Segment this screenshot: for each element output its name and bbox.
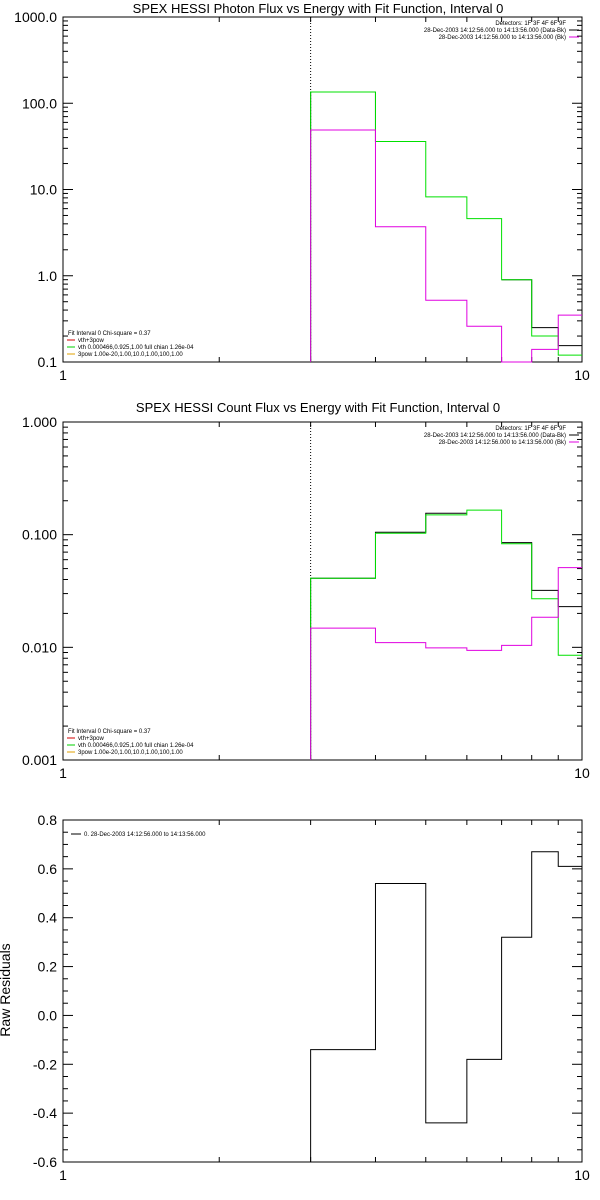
- y-tick-label: -0.6: [33, 1154, 57, 1170]
- fit-legend-entry: vth+3pow: [78, 736, 105, 742]
- y-tick-label: 0.6: [38, 861, 58, 877]
- y-tick-label: 10.0: [30, 182, 57, 198]
- fit-legend-entry: 3pow 1.00e-20,1.00,10.0,1.00,100,1.00: [78, 750, 183, 756]
- plot-frame: [62, 16, 583, 363]
- x-tick-label: 1: [59, 1167, 67, 1183]
- y-tick-label: 1.0: [38, 268, 58, 284]
- y-tick-label: 0.4: [38, 910, 58, 926]
- series-line: [310, 567, 582, 760]
- count-flux-panel: SPEX HESSI Count Flux vs Energy with Fit…: [22, 400, 590, 781]
- photon-flux-title: SPEX HESSI Photon Flux vs Energy with Fi…: [133, 1, 504, 16]
- series-line: [310, 851, 582, 1162]
- x-tick-label: 10: [574, 367, 590, 383]
- y-tick-label: 0.0: [38, 1007, 58, 1023]
- fit-legend-entry: Fit Interval 0 Chi-square = 0.37: [68, 729, 151, 735]
- y-tick-label: 0.1: [38, 354, 58, 370]
- header-line: 28-Dec-2003 14:12:56.000 to 14:13:56.000…: [439, 440, 566, 446]
- y-tick-label: 100.0: [22, 95, 57, 111]
- fit-legend-entry: vth 0.000466,0.925,1.00 full chian 1.26e…: [78, 345, 194, 351]
- y-tick-label: 0.2: [38, 959, 58, 975]
- x-tick-label: 1: [59, 367, 67, 383]
- y-tick-label: 0.8: [38, 812, 58, 828]
- residuals-ylabel: Raw Residuals: [0, 943, 13, 1036]
- header-line: Detectors: 1F 3F 4F 6F 9F: [495, 426, 566, 432]
- x-tick-label: 1: [59, 765, 67, 781]
- series-line: [310, 91, 582, 362]
- legend-entry: 0. 28-Dec-2003 14:12:56.000 to 14:13:56.…: [84, 832, 206, 838]
- y-tick-label: 0.001: [22, 752, 57, 768]
- y-tick-label: 1.000: [22, 414, 57, 430]
- header-line: 28-Dec-2003 14:12:56.000 to 14:13:56.000…: [424, 433, 566, 439]
- y-tick-label: 0.010: [22, 639, 57, 655]
- y-tick-label: -0.4: [33, 1105, 57, 1121]
- fit-legend-entry: 3pow 1.00e-20,1.00,10.0,1.00,100,1.00: [78, 352, 183, 358]
- header-line: Detectors: 1F 3F 4F 6F 9F: [495, 21, 566, 27]
- series-line: [310, 512, 582, 760]
- header-line: 28-Dec-2003 14:12:56.000 to 14:13:56.000…: [439, 35, 566, 41]
- plot-frame: [62, 421, 583, 761]
- residuals-panel: Raw Residuals 1 10 -0.6 -0.4 -0.2 0.0 0.2 0.4 0.…: [0, 812, 590, 1183]
- photon-flux-panel: SPEX HESSI Photon Flux vs Energy with Fi…: [14, 1, 590, 383]
- series-line: [310, 129, 582, 363]
- plot-frame: [62, 819, 583, 1163]
- series-line: [310, 91, 582, 362]
- series-line: [310, 509, 582, 760]
- y-tick-label: -0.2: [33, 1056, 57, 1072]
- y-tick-label: 0.100: [22, 527, 57, 543]
- header-line: 28-Dec-2003 14:12:56.000 to 14:13:56.000…: [424, 28, 566, 34]
- fit-legend-entry: vth 0.000466,0.925,1.00 full chian 1.26e…: [78, 743, 194, 749]
- fit-legend-entry: Fit Interval 0 Chi-square = 0.37: [68, 331, 151, 337]
- x-tick-label: 10: [574, 765, 590, 781]
- fit-legend-entry: vth+3pow: [78, 338, 105, 344]
- count-flux-title: SPEX HESSI Count Flux vs Energy with Fit…: [136, 400, 500, 415]
- y-tick-label: 1000.0: [14, 9, 57, 25]
- x-tick-label: 10: [574, 1167, 590, 1183]
